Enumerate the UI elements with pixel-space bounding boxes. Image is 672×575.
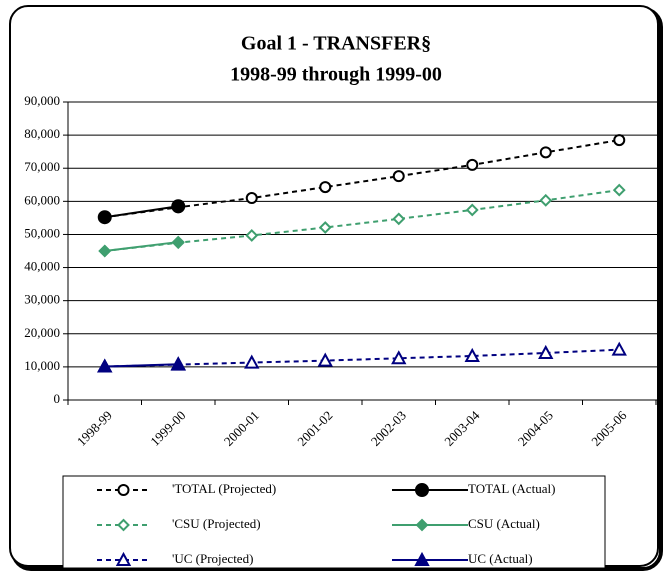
- y-tick-label: 30,000: [24, 292, 60, 307]
- legend-marker: [117, 518, 130, 532]
- legend-label: TOTAL (Actual): [468, 481, 555, 496]
- y-tick-label: 20,000: [24, 325, 60, 340]
- y-tick-label: 60,000: [24, 192, 60, 207]
- data-point: [613, 134, 626, 147]
- chart-title: Goal 1 - TRANSFER§: [241, 33, 431, 55]
- data-point: [539, 146, 552, 159]
- legend-marker: [415, 483, 429, 497]
- y-tick-label: 70,000: [24, 159, 60, 174]
- legend-label: UC (Actual): [468, 551, 533, 566]
- legend-label: 'CSU (Projected): [172, 516, 261, 531]
- data-point: [317, 352, 333, 367]
- data-point: [392, 212, 406, 226]
- data-point: [245, 229, 259, 242]
- data-point: [612, 183, 626, 197]
- y-tick-label: 40,000: [24, 259, 60, 274]
- legend-marker: [414, 551, 430, 566]
- series-line: [104, 139, 620, 219]
- data-point: [244, 354, 260, 369]
- legend-label: 'UC (Projected): [172, 551, 253, 566]
- legend-marker: [117, 484, 130, 496]
- chart-subtitle: 1998-99 through 1999-00: [230, 64, 442, 86]
- legend-label: 'TOTAL (Projected): [172, 481, 276, 496]
- data-point: [319, 181, 332, 194]
- y-tick-label: 0: [54, 391, 61, 406]
- data-point: [171, 235, 185, 249]
- series-line: [104, 241, 179, 252]
- series-line: [104, 348, 620, 368]
- data-point: [171, 199, 186, 214]
- data-point: [466, 158, 479, 171]
- y-tick-label: 80,000: [24, 126, 60, 141]
- data-point: [97, 358, 113, 373]
- y-tick-label: 90,000: [24, 93, 60, 108]
- data-point: [465, 203, 479, 217]
- data-point: [318, 221, 332, 234]
- legend-marker: [115, 551, 132, 566]
- legend-box: [62, 475, 606, 569]
- y-tick-label: 10,000: [24, 358, 60, 373]
- data-point: [245, 192, 258, 205]
- legend-marker: [415, 518, 429, 532]
- data-point: [170, 356, 186, 371]
- series-line: [104, 205, 179, 219]
- data-point: [611, 341, 627, 356]
- data-point: [538, 344, 554, 359]
- data-point: [464, 347, 480, 362]
- data-point: [391, 350, 407, 365]
- data-point: [98, 244, 112, 258]
- y-tick-label: 50,000: [24, 225, 60, 240]
- data-point: [392, 170, 405, 183]
- data-point: [97, 210, 112, 225]
- legend-label: CSU (Actual): [468, 516, 540, 531]
- data-point: [539, 193, 553, 207]
- series-line: [104, 363, 179, 368]
